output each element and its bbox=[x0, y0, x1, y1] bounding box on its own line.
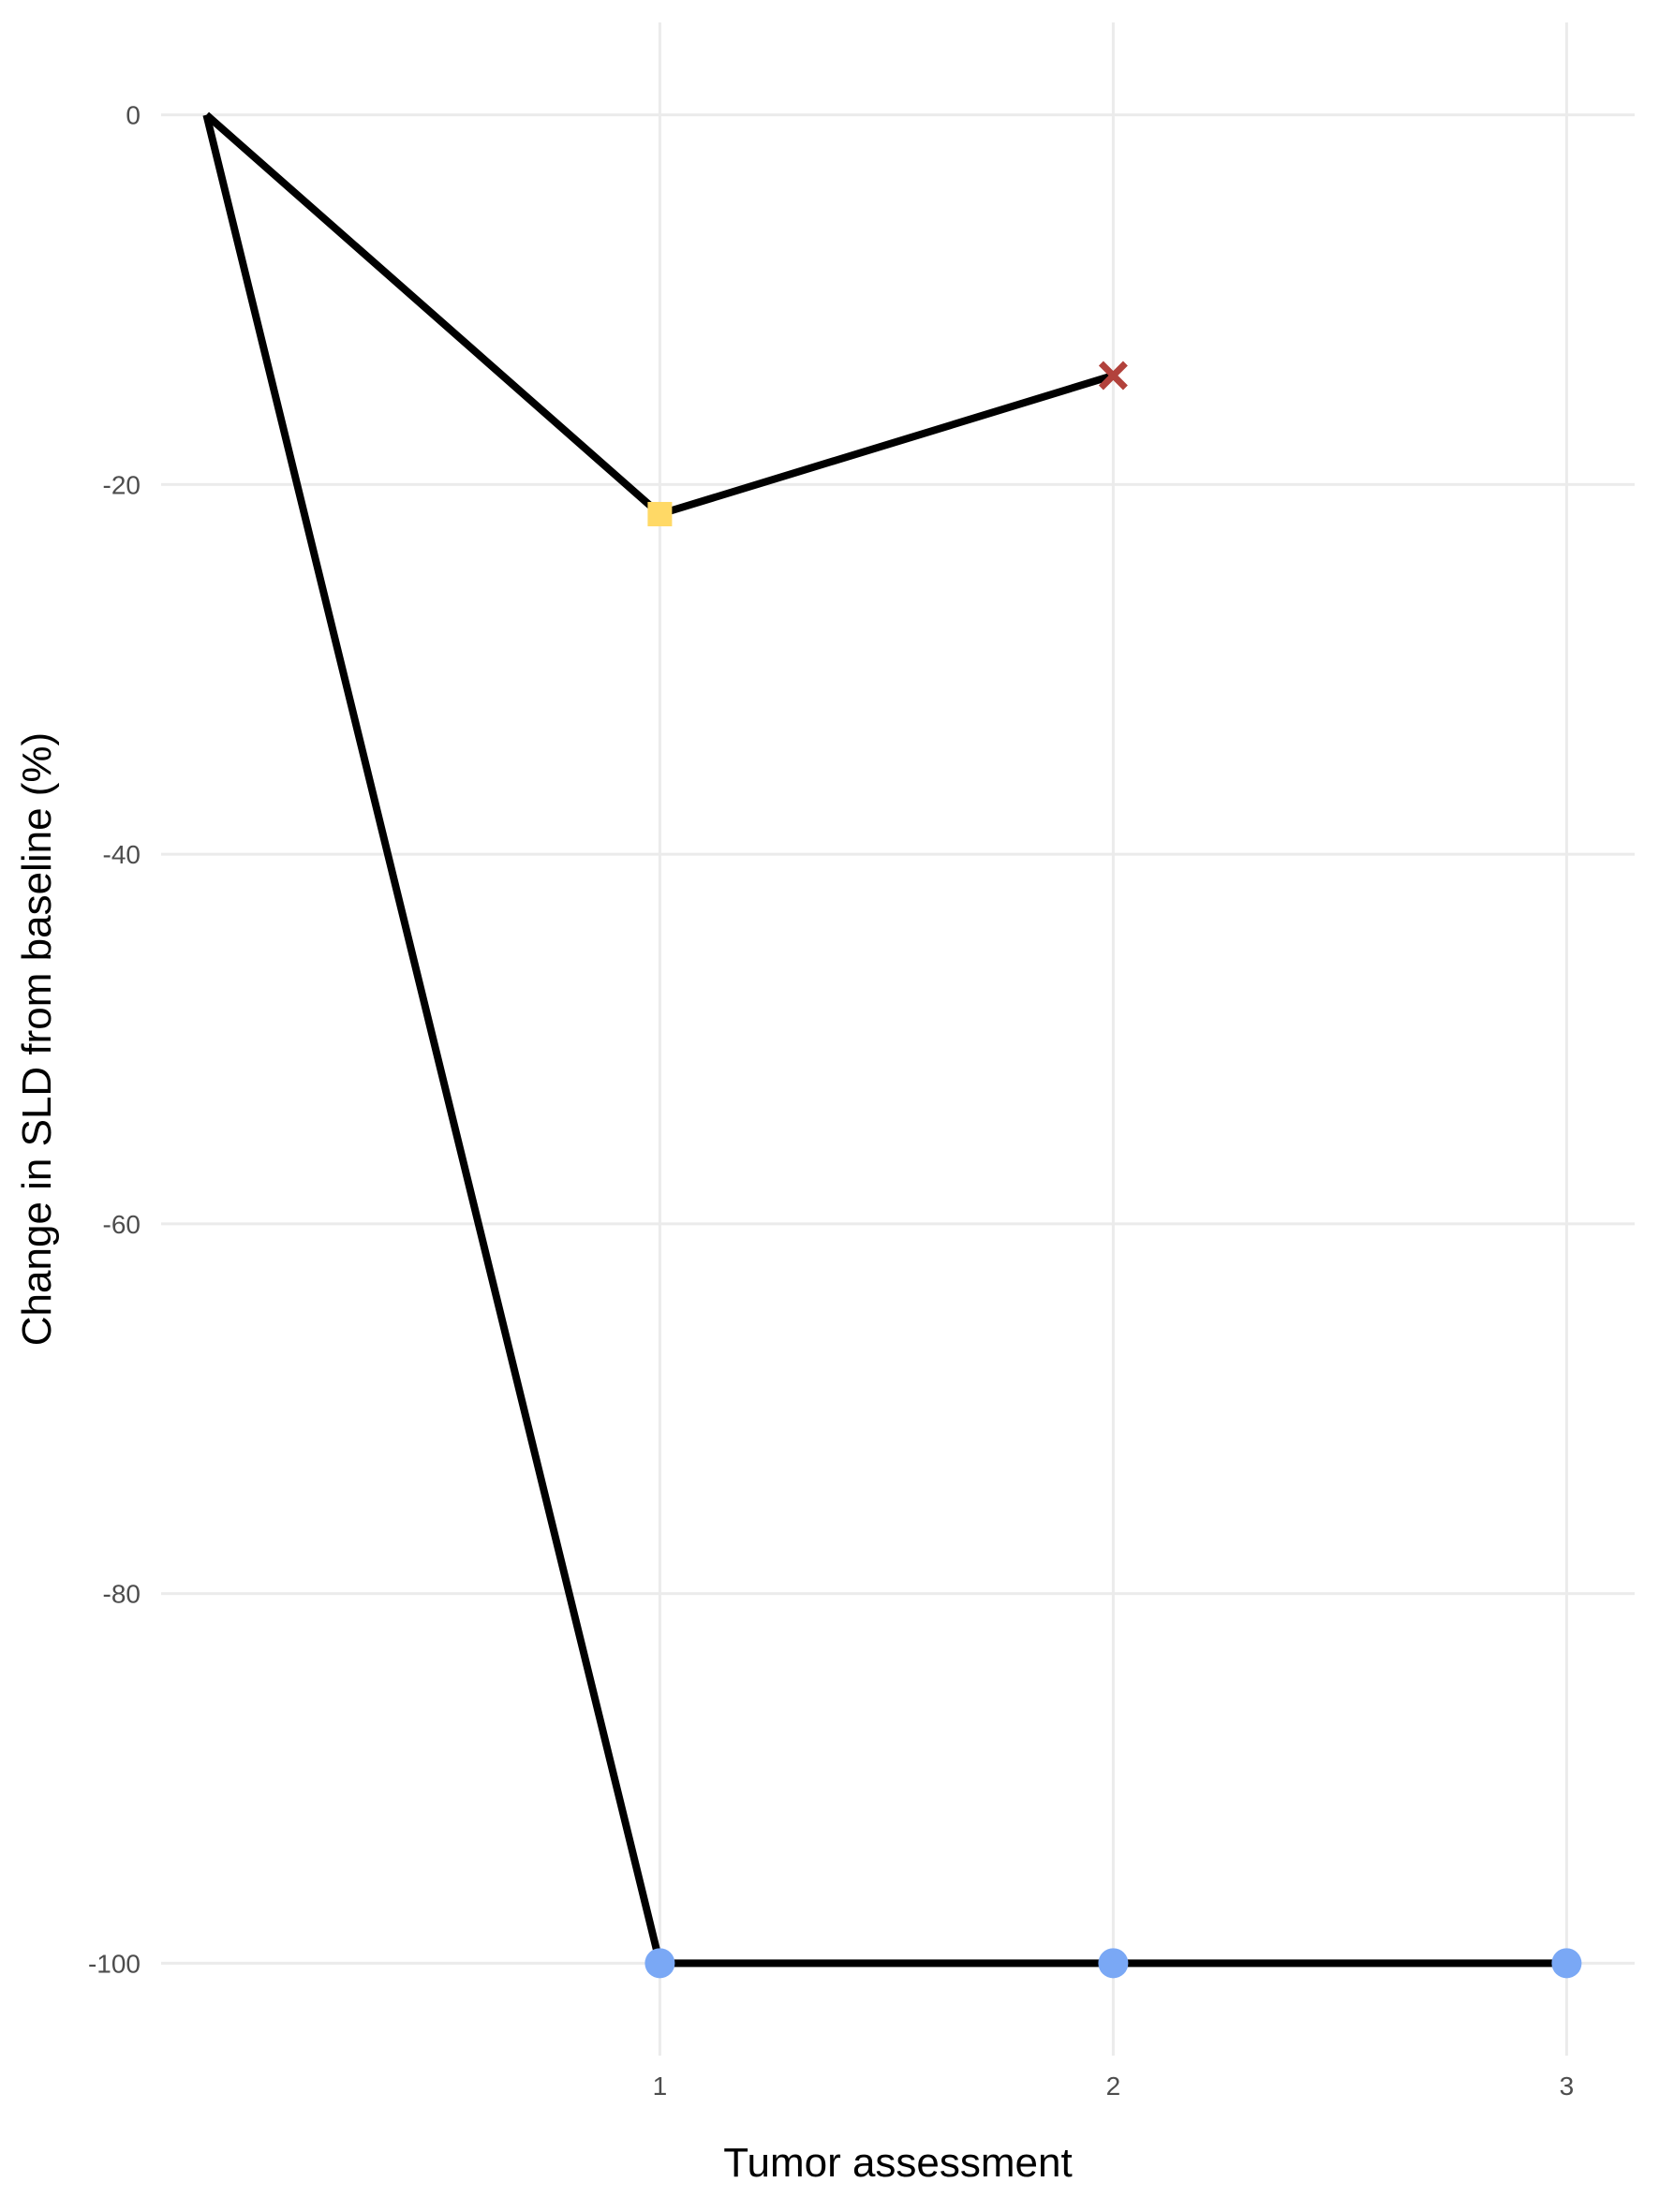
x-tick-label: 1 bbox=[653, 2072, 668, 2101]
y-axis-ticks: 0 -20 -40 -60 -80 -100 bbox=[88, 101, 141, 1979]
y-tick-label: -60 bbox=[103, 1210, 141, 1239]
data-point-series2-x2 bbox=[1098, 1948, 1129, 1979]
data-point-series2-x3 bbox=[1551, 1948, 1582, 1979]
x-axis-title: Tumor assessment bbox=[723, 2140, 1072, 2186]
y-tick-label: -40 bbox=[103, 840, 141, 869]
data-point-series1-x1 bbox=[647, 501, 673, 526]
x-axis-ticks: 1 2 3 bbox=[653, 2072, 1575, 2101]
grid-lines bbox=[161, 22, 1635, 2056]
y-tick-label: 0 bbox=[126, 101, 141, 130]
x-tick-label: 3 bbox=[1560, 2072, 1575, 2101]
data-point-series2-x1 bbox=[644, 1948, 675, 1979]
data-point-series1-x2 bbox=[1098, 361, 1128, 391]
series-lines bbox=[202, 111, 1567, 1968]
x-tick-label: 2 bbox=[1106, 2072, 1121, 2101]
y-tick-label: -80 bbox=[103, 1580, 141, 1609]
series-markers bbox=[644, 361, 1582, 1979]
y-axis-title: Change in SLD from baseline (%) bbox=[14, 732, 60, 1346]
y-tick-label: -100 bbox=[88, 1949, 141, 1978]
series-line-2 bbox=[202, 113, 1567, 1968]
y-tick-label: -20 bbox=[103, 470, 141, 499]
